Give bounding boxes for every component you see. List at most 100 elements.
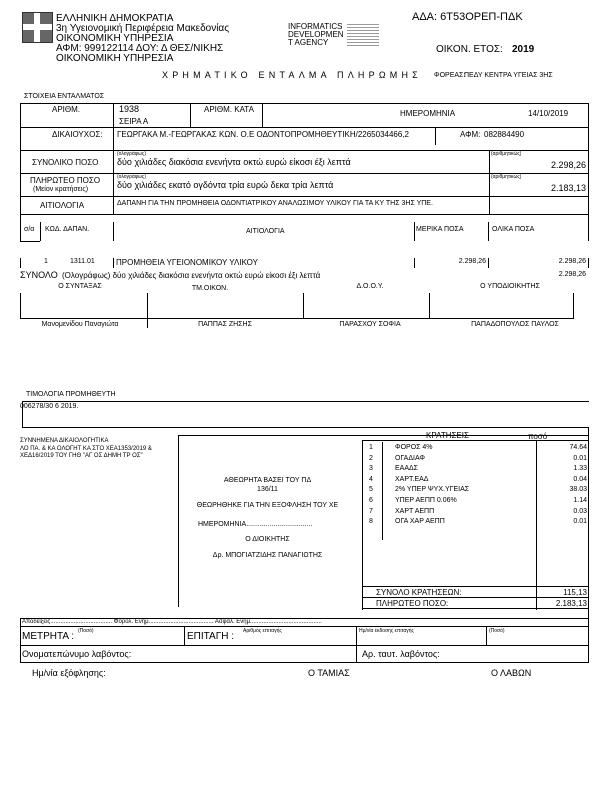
sum-label: ΣΥΝΟΛΟ (20, 270, 58, 280)
invoices-label: ΤΙΜΟΛΟΓΙΑ ΠΡΟΜΗΘΕΥΤΗ (26, 391, 116, 398)
reason-label: ΑΙΤΙΟΛΟΓΙΑ (40, 201, 85, 210)
attachments-label: ΣΥΝΝΗΜΕΝΑ ΔΙΚΑΙΟΛΟΓΗΤΙΚΑ (20, 438, 109, 444)
foreas-value: ΠΕΔΥ ΚΕΝΤΡΑ ΥΓΕΙΑΣ 3ΗΣ (464, 72, 553, 79)
payable-words: δύο χιλιάδες εκατό ογδόντα τρία ευρώ δεκ… (117, 180, 334, 190)
arith-kata-label: ΑΡΙΘΜ. ΚΑΤΑ (204, 105, 254, 114)
cheque-label: ΕΠΙΤΑΓΗ : (187, 631, 234, 642)
deduction-no: 3 (369, 465, 373, 473)
deductions-title: ΚΡΑΤΗΣΕΙΣ (426, 431, 469, 440)
receiver-label: Ο ΛΑΒΩΝ (491, 668, 532, 678)
org-line: ΑΦΜ: 999122114 ΔΟΥ: Δ ΘΕΣ/ΝΙΚΗΣ (56, 43, 224, 54)
deduction-no: 8 (369, 518, 373, 526)
sum-words: (Ολογράφως) δύο χιλιάδες διακόσια ενενήν… (62, 271, 321, 280)
receiver-name-field: Ονοματεπώνυμο λαβόντος: (22, 649, 132, 659)
payable-amount: 2.183,13 (550, 183, 586, 193)
arith-label: ΑΡΙΘΜ. (52, 105, 81, 114)
payable-total-label: ΠΛΗΡΩΤΕΟ ΠΟΣΟ: (376, 599, 449, 608)
approval-line: 136/11 (257, 486, 278, 493)
cash-sub: (Ποσό) (78, 628, 94, 634)
receiver-id-field: Αρ. ταυτ. λαβόντος: (362, 649, 440, 659)
deduction-amount: 0.03 (573, 507, 587, 515)
approval-signer: Δρ. ΜΠΟΓΙΑΤΖΙΔΗΣ ΠΑΝΑΓΙΩΤΗΣ (212, 552, 323, 559)
deduction-name: ΟΓΑ ΧΑΡ ΑΕΠΠ (395, 518, 445, 526)
item-total: 2.298,26 (558, 258, 586, 265)
afm-label: ΑΦΜ: (460, 130, 481, 139)
beneficiary-label: ΔΙΚΑΙΟΥΧΟΣ: (52, 130, 103, 139)
agency-fine-print (347, 22, 379, 46)
signer-name: ΠΑΠΠΑΣ ΖΗΣΗΣ (198, 321, 252, 328)
item-no: 1 (44, 258, 48, 265)
greek-cross-logo (22, 12, 53, 43)
ada-code: ΑΔΑ: 6Τ53ΟΡΕΠ-ΠΔΚ (412, 11, 523, 23)
deduction-name: ΟΓΑΔΙΑΦ (395, 454, 425, 462)
col-header: σ/α (24, 226, 35, 233)
words-label: (ολογράφως) (117, 174, 147, 180)
deduction-amount: 0.01 (573, 518, 587, 526)
digits-label: (αριθμητικώς) (491, 174, 522, 180)
invoices-value: 006278/30 6 2019. (20, 403, 79, 410)
document-title: ΧΡΗΜΑΤΙΚΟ ΕΝΤΑΛΜΑ ΠΛΗΡΩΜΗΣ (162, 70, 422, 80)
sum-amount: 2.298,26 (558, 271, 586, 278)
payable-sub: (Μείον κρατήσεις) (33, 186, 89, 193)
cashier-label: Ο ΤΑΜΙΑΣ (308, 668, 350, 678)
invoices-box (22, 401, 589, 428)
order-details-table (20, 103, 589, 215)
items-header (20, 222, 589, 241)
signer-name: ΠΑΡΑΣΧΟΥ ΣΟΦΙΑ (339, 321, 401, 328)
role-label: Ο ΣΥΝΤΑΞΑΣ (58, 283, 102, 290)
item-code: 1311.01 (70, 258, 95, 265)
deduction-no: 1 (369, 444, 373, 451)
total-label: ΣΥΝΟΛΙΚΟ ΠΟΣΟ (32, 158, 99, 167)
payment-date-label: Ημ/νία εξόφλησης: (32, 668, 106, 678)
approval-line: ΑΘΕΩΡΗΤΑ ΒΑΣΕΙ ΤΟΥ ΠΔ (223, 477, 312, 484)
words-label: (ολογράφως) (117, 151, 147, 157)
deduction-amount: 38.03 (569, 486, 587, 494)
seira-value: ΣΕΙΡΑ Α (119, 117, 149, 126)
col-header: ΑΙΤΙΟΛΟΓΙΑ (246, 228, 285, 235)
total-words: δύο χιλιάδες διακόσια ενενήντα οκτώ ευρώ… (117, 157, 351, 167)
item-desc: ΠΡΟΜΗΘΕΙΑ ΥΓΕΙΟΝΟΜΙΚΟΥ ΥΛΙΚΟΥ (116, 258, 258, 267)
digits-label: (αριθμητικώς) (491, 151, 522, 157)
section-label: ΣΤΟΙΧΕΙΑ ΕΝΤΑΛΜΑΤΟΣ (24, 93, 105, 100)
approval-line: Ο ΔΙΟΙΚΗΤΗΣ (245, 536, 290, 543)
org-line: ΟΙΚΟΝΟΜΙΚΗ ΥΠΗΡΕΣΙΑ (56, 53, 174, 64)
arith-value: 1938 (119, 104, 140, 114)
deduction-no: 6 (369, 497, 373, 504)
deduction-name: ΥΠΕΡ ΑΕΠΠ 0.06% (395, 497, 457, 504)
fiscal-year: 2019 (512, 44, 535, 55)
receipts-line: Αποδείξεις..............................… (22, 619, 322, 625)
deduction-name: ΧΑΡΤ ΑΕΠΠ (395, 507, 435, 515)
col-header: ΟΛΙΚΑ ΠΟΣΑ (492, 226, 535, 233)
col-header: ΚΩΔ. ΔΑΠΑΝ. (45, 226, 90, 233)
role-label: Ο ΥΠΟΔΙΟΙΚΗΤΗΣ (480, 283, 540, 290)
deductions-total: 115,13 (563, 588, 587, 597)
deduction-no: 2 (369, 454, 373, 462)
attachments-line: ΛΟ ΠΑ. & ΚΑ ΟΛΟΓΗΤ ΚΑ ΣΤΟ ΧΕΑ1353/2019 & (20, 446, 152, 452)
attachments-line: ΧΕΔ16/2019 ΤΟΥ ΓΗΘ "ΑΓ ΟΣ ΔΗΜΗ ΤΡ ΟΣ" (20, 453, 143, 459)
amount-label: ποσό (528, 432, 548, 441)
deduction-name: ΕΑΑΔΣ (395, 465, 419, 473)
role-label: ΤΜ.ΟΙΚΟΝ. (191, 285, 229, 292)
date-label: ΗΜΕΡΟΜΗΝΙΑ (400, 109, 456, 118)
org-line: ΟΙΚΟΝΟΜΙΚΗ ΥΠΗΡΕΣΙΑ (56, 33, 174, 44)
fiscal-year-label: ΟΙΚΟΝ. ΕΤΟΣ: (436, 44, 503, 55)
payable-total: 2.183,13 (555, 599, 587, 608)
cheque-date-label: Ημ/νία έκδοσης επιταγής (359, 628, 414, 634)
cheque-number-label: Αριθμός επιταγής (243, 628, 282, 634)
org-line: ΕΛΛΗΝΙΚΗ ΔΗΜΟΚΡΑΤΙΑ (56, 13, 174, 24)
role-label: Δ.Ο.Ο.Υ. (356, 283, 384, 290)
agency-logo-text: DEVELOPMEN (288, 30, 344, 39)
deduction-amount: 0.01 (573, 454, 587, 462)
approval-date: ΗΜΕΡΟΜΗΝΙΑ..............................… (198, 521, 313, 528)
signer-name: ΠΑΠΑΔΟΠΟΥΛΟΣ ΠΑΥΛΟΣ (471, 321, 559, 328)
deduction-name: ΦΟΡΟΣ 4% (395, 444, 433, 451)
total-amount: 2.298,26 (550, 160, 586, 170)
deduction-amount: 0.04 (573, 475, 587, 483)
item-partial: 2.298,26 (458, 258, 486, 265)
col-header: ΜΕΡΙΚΑ ΠΟΣΑ (416, 226, 464, 233)
signer-name: Μανομενίδου Παναγιώτα (41, 321, 119, 328)
deduction-name: ΧΑΡΤ.ΕΑΔ (395, 475, 429, 483)
deduction-name: 2% ΥΠΕΡ ΨΥΧ.ΥΓΕΙΑΣ (395, 486, 470, 494)
deductions-total-label: ΣΥΝΟΛΟ ΚΡΑΤΗΣΕΩΝ: (376, 588, 462, 597)
